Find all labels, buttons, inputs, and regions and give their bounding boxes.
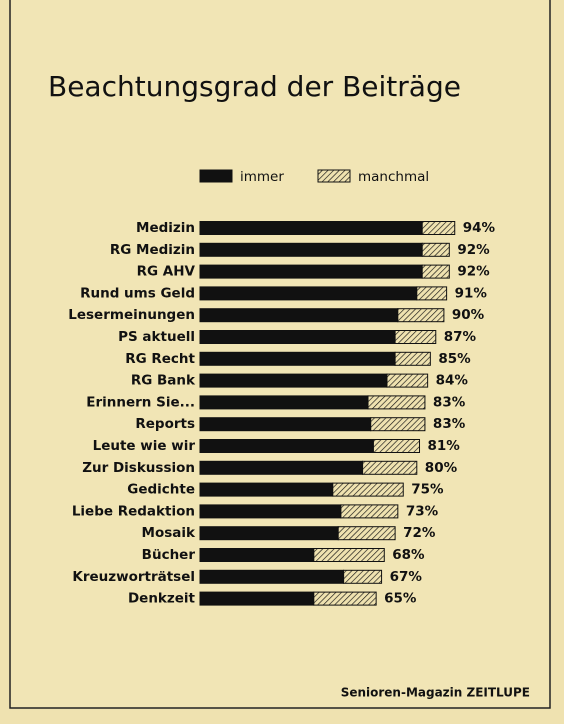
bar-segment xyxy=(199,569,345,584)
category-label: Rund ums Geld xyxy=(80,285,195,301)
legend-swatch xyxy=(199,169,233,183)
bar-segment xyxy=(313,548,385,562)
value-label: 81% xyxy=(428,438,461,454)
value-label: 90% xyxy=(452,307,485,323)
value-label: 92% xyxy=(457,242,490,258)
category-label: RG AHV xyxy=(137,264,196,280)
value-label: 83% xyxy=(433,416,466,432)
value-label: 65% xyxy=(384,591,417,607)
value-label: 94% xyxy=(463,220,496,236)
bar-segment xyxy=(199,504,342,519)
bar-segment xyxy=(397,308,445,323)
bar-segment xyxy=(199,286,418,301)
value-label: 87% xyxy=(444,329,477,345)
bar-segment xyxy=(199,417,372,432)
bar-segment xyxy=(199,330,396,344)
category-label: Denkzeit xyxy=(128,591,196,607)
value-label: 68% xyxy=(392,547,425,563)
bar-segment xyxy=(394,330,437,344)
bar-segment xyxy=(199,460,364,475)
bar-segment xyxy=(416,286,448,301)
bar-segment xyxy=(421,242,450,257)
bar-segment xyxy=(386,373,429,388)
source: Senioren-Magazin ZEITLUPE xyxy=(341,686,530,700)
value-label: 72% xyxy=(403,525,436,541)
value-label: 85% xyxy=(438,351,471,367)
value-label: 80% xyxy=(425,460,458,476)
legend-label: manchmal xyxy=(358,169,429,185)
value-label: 67% xyxy=(390,569,423,585)
bar-segment xyxy=(421,264,450,279)
legend-label: immer xyxy=(240,169,284,185)
bar-segment xyxy=(199,351,396,366)
bar-segment xyxy=(343,569,383,584)
bar-segment xyxy=(362,460,418,475)
value-label: 83% xyxy=(433,394,466,410)
bar-segment xyxy=(199,482,334,497)
bar-segment xyxy=(199,308,399,323)
chart-title: Beachtungsgrad der Beiträge xyxy=(48,70,461,103)
bar-segment xyxy=(332,482,404,497)
bar-segment xyxy=(199,591,315,606)
category-label: Mosaik xyxy=(142,525,196,541)
value-label: 92% xyxy=(457,264,490,280)
bar-segment xyxy=(199,439,374,453)
bar-segment xyxy=(372,439,421,453)
bar-segment xyxy=(199,373,388,388)
bar-segment xyxy=(199,395,369,410)
category-label: RG Bank xyxy=(131,373,196,389)
bar-segment xyxy=(199,526,339,541)
bar-segment xyxy=(199,548,315,562)
value-label: 84% xyxy=(436,373,469,389)
bar-segment xyxy=(370,417,426,432)
bar-segment xyxy=(337,526,396,541)
category-label: Liebe Redaktion xyxy=(72,503,195,519)
category-label: RG Medizin xyxy=(110,242,195,258)
category-label: Lesermeinungen xyxy=(68,307,195,323)
category-label: Gedichte xyxy=(127,482,195,498)
legend-swatch xyxy=(317,169,351,183)
category-label: Zur Diskussion xyxy=(82,460,195,476)
bar-segment xyxy=(199,264,423,279)
bar-segment xyxy=(367,395,426,410)
value-label: 91% xyxy=(455,285,488,301)
value-label: 75% xyxy=(411,482,444,498)
value-label: 73% xyxy=(406,503,439,519)
category-label: RG Recht xyxy=(125,351,195,367)
bar-segment xyxy=(340,504,399,519)
category-label: Leute wie wir xyxy=(93,438,196,454)
bar-segment xyxy=(199,221,423,235)
category-label: Reports xyxy=(135,416,195,432)
category-label: PS aktuell xyxy=(118,329,195,345)
category-label: Erinnern Sie... xyxy=(86,394,195,410)
bar-segment xyxy=(394,351,431,366)
bar-segment xyxy=(313,591,377,606)
category-label: Kreuzworträtsel xyxy=(72,569,195,585)
bar-segment xyxy=(421,221,456,235)
bar-segment xyxy=(199,242,423,257)
category-label: Bücher xyxy=(142,547,196,563)
category-label: Medizin xyxy=(136,220,195,236)
